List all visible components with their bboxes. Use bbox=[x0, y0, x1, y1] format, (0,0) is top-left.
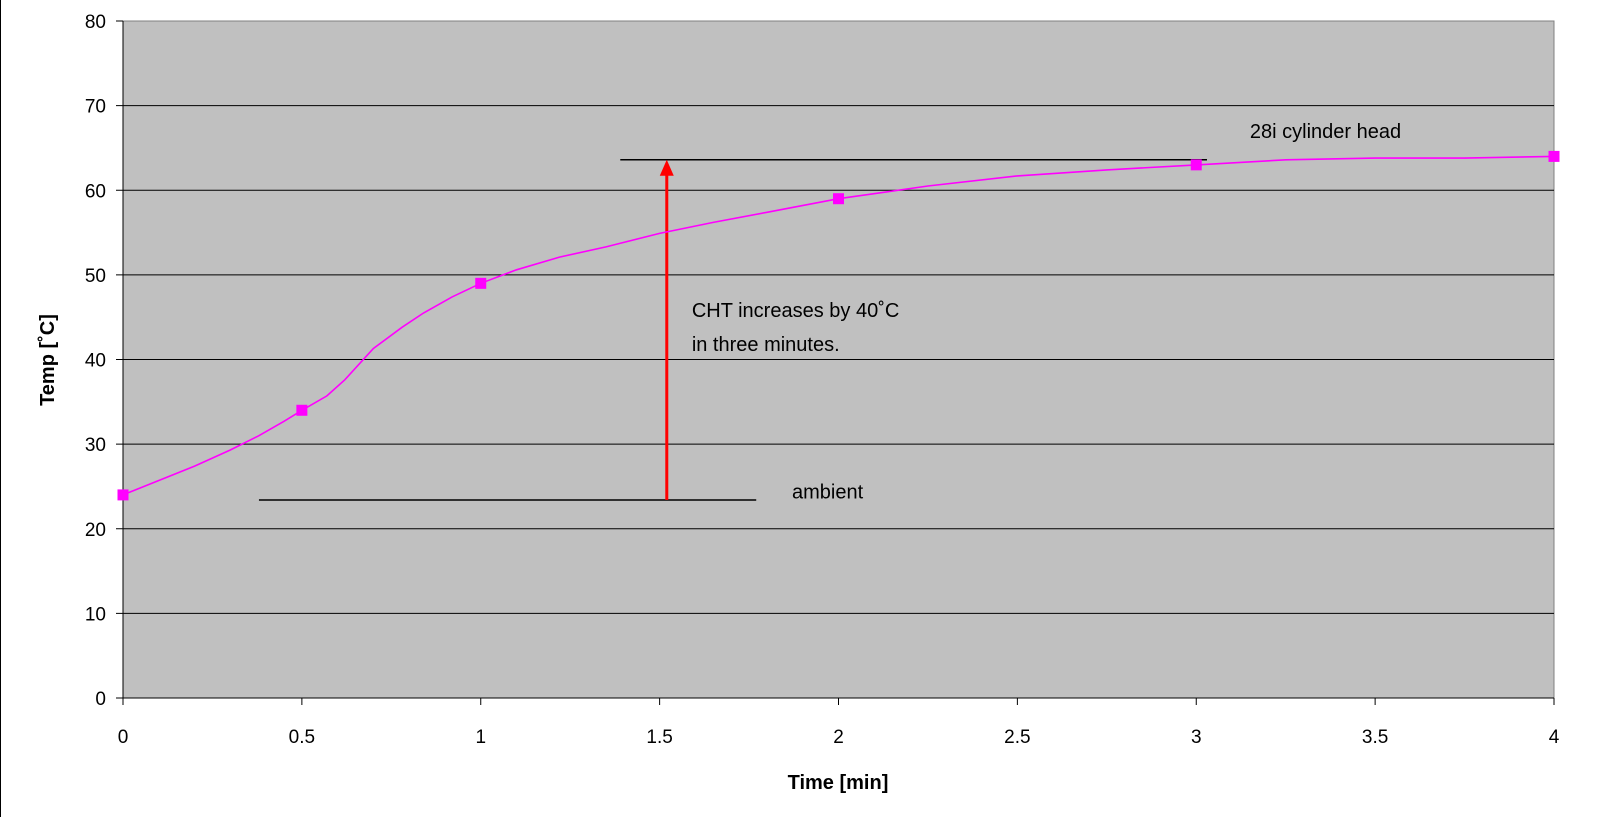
x-tick-label: 2.5 bbox=[1004, 727, 1030, 748]
data-point bbox=[1548, 150, 1560, 162]
axes: 0 10 20 30 40 50 60 70 80 0 0.5 1 1.5 2 2.5 3 3.5 4 bbox=[85, 12, 1560, 748]
cylinder-head-label: 28i cylinder head bbox=[1250, 121, 1401, 143]
y-tick-label: 60 bbox=[85, 181, 106, 202]
data-point bbox=[1190, 159, 1202, 171]
y-tick-label: 40 bbox=[85, 351, 106, 372]
y-tick-label: 30 bbox=[85, 435, 106, 456]
series-line bbox=[122, 155, 1555, 496]
cht-increase-label-line1: CHT increases by 40˚C bbox=[692, 300, 899, 322]
cht-increase-label-line2: in three minutes. bbox=[692, 334, 840, 356]
data-series bbox=[117, 150, 1560, 501]
x-tick-label: 4 bbox=[1549, 727, 1560, 748]
annotations: 28i cylinder head CHT increases by 40˚C in… bbox=[692, 121, 1401, 504]
arrow-head bbox=[659, 159, 674, 176]
x-tick-label: 1 bbox=[475, 727, 486, 748]
x-tick-label: 2 bbox=[833, 727, 844, 748]
x-tick-label: 3.5 bbox=[1362, 727, 1388, 748]
annotation-arrow bbox=[659, 159, 674, 500]
y-tick-label: 20 bbox=[85, 520, 106, 541]
data-point bbox=[296, 404, 308, 416]
grid-lines bbox=[123, 105, 1554, 614]
ambient-label: ambient bbox=[792, 481, 864, 503]
x-tick-label: 1.5 bbox=[646, 727, 672, 748]
data-point bbox=[117, 489, 129, 501]
x-tick-label: 3 bbox=[1191, 727, 1202, 748]
reference-lines bbox=[258, 159, 1207, 501]
y-tick-label: 50 bbox=[85, 266, 106, 287]
x-axis-title: Time [min] bbox=[788, 772, 889, 794]
y-tick-label: 70 bbox=[85, 97, 106, 118]
y-tick-label: 80 bbox=[85, 12, 106, 33]
data-point bbox=[475, 277, 487, 289]
x-tick-label: 0.5 bbox=[289, 727, 315, 748]
x-tick-label: 0 bbox=[118, 727, 129, 748]
data-point bbox=[833, 193, 844, 205]
y-tick-label: 0 bbox=[95, 689, 106, 710]
y-axis-title: Temp [˚C] bbox=[36, 314, 59, 406]
y-tick-label: 10 bbox=[85, 604, 106, 625]
